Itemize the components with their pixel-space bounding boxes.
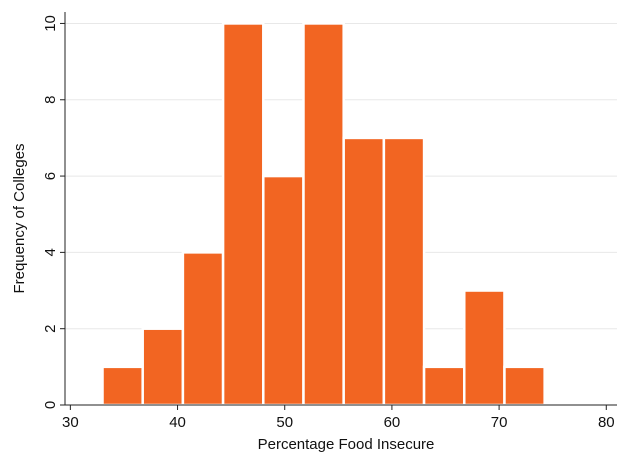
histogram-bar-6 bbox=[342, 136, 386, 407]
y-tick-label-0: 0 bbox=[42, 401, 59, 409]
axes bbox=[64, 12, 617, 406]
x-tick-label-5: 80 bbox=[598, 414, 615, 431]
y-tick-label-3: 6 bbox=[42, 172, 59, 180]
y-axis-title: Frequency of Colleges bbox=[11, 143, 28, 293]
x-tick-label-4: 70 bbox=[491, 414, 508, 431]
histogram-bar-1 bbox=[141, 327, 185, 407]
histogram-bar-2 bbox=[181, 251, 225, 407]
y-axis-ticks: 0 2 4 6 8 10 bbox=[42, 15, 65, 409]
y-tick-label-4: 8 bbox=[42, 96, 59, 104]
x-axis-ticks: 30 40 50 60 70 80 bbox=[62, 405, 615, 431]
x-axis-title: Percentage Food Insecure bbox=[258, 436, 435, 453]
histogram-bar-5 bbox=[302, 22, 345, 407]
y-tick-label-5: 10 bbox=[42, 15, 59, 32]
x-tick-label-2: 50 bbox=[276, 414, 293, 431]
histogram-bar-8 bbox=[422, 365, 466, 407]
y-tick-label-1: 2 bbox=[42, 325, 59, 333]
histogram-bar-7 bbox=[382, 136, 426, 407]
y-tick-label-2: 4 bbox=[42, 248, 59, 256]
x-tick-label-0: 30 bbox=[62, 414, 79, 431]
histogram-bar-3 bbox=[221, 22, 265, 407]
histogram-bar-9 bbox=[463, 289, 506, 407]
histogram-bar-4 bbox=[262, 174, 305, 407]
x-tick-label-1: 40 bbox=[169, 414, 186, 431]
histogram-bars bbox=[101, 22, 546, 407]
histogram-bar-0 bbox=[101, 365, 144, 407]
x-tick-label-3: 60 bbox=[384, 414, 401, 431]
histogram-bar-10 bbox=[503, 365, 546, 407]
